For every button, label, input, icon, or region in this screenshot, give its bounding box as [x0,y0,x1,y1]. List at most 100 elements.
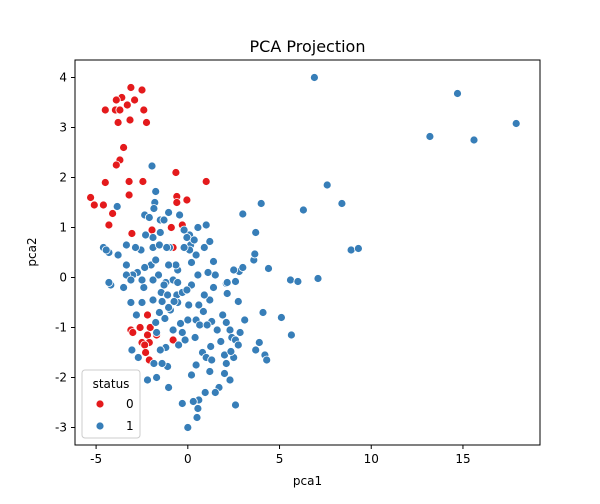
legend-label-0: 0 [126,397,134,411]
point-status-0 [135,323,145,332]
point-status-1 [162,243,172,252]
point-status-0 [172,198,182,207]
point-status-1 [177,328,187,337]
legend-marker-1 [95,421,105,431]
y-tick-label: -2 [55,371,67,385]
point-status-1 [218,310,228,320]
point-status-1 [201,220,211,230]
point-status-1 [157,359,167,368]
point-status-1 [151,318,161,327]
point-status-0 [143,330,152,340]
point-status-1 [209,257,218,266]
point-status-1 [144,213,154,222]
point-status-0 [140,340,150,350]
point-status-1 [254,338,264,347]
point-status-1 [191,360,201,370]
point-status-1 [262,355,272,365]
point-status-1 [187,370,196,380]
point-status-0 [166,223,176,232]
point-status-1 [199,243,209,252]
point-status-1 [175,210,185,220]
point-status-1 [264,264,273,273]
x-tick-label: 0 [184,452,192,466]
axes-frame [74,59,541,446]
point-status-1 [182,233,192,242]
point-status-1 [183,315,193,325]
point-status-1 [222,289,232,298]
y-tick-label: -1 [55,321,67,335]
point-status-1 [286,330,296,340]
legend-title: status [93,377,130,391]
point-status-0 [113,118,123,127]
point-status-1 [179,225,189,235]
point-status-1 [122,260,131,270]
point-status-1 [152,328,162,337]
point-status-0 [111,95,121,105]
point-status-1 [206,342,216,351]
point-status-1 [148,275,158,285]
point-status-1 [127,345,137,355]
point-status-1 [168,325,178,335]
point-status-1 [141,230,151,240]
point-status-1 [188,397,198,406]
point-status-1 [192,413,202,422]
point-status-1 [122,240,131,250]
point-status-0 [124,177,134,186]
points-layer [86,73,521,432]
point-status-1 [139,283,149,292]
point-status-0 [137,85,147,95]
point-status-1 [250,249,260,259]
point-status-0 [145,323,155,332]
point-status-1 [189,235,199,245]
point-status-0 [100,105,110,115]
point-status-1 [180,335,190,345]
point-status-1 [155,228,165,237]
point-status-1 [151,255,161,265]
point-status-0 [130,95,140,105]
point-status-1 [154,240,164,250]
point-status-1 [113,250,123,260]
point-status-1 [276,313,286,322]
point-status-1 [210,270,220,280]
point-status-0 [119,143,128,152]
point-status-1 [133,353,143,362]
point-status-1 [119,283,128,292]
point-status-1 [353,244,363,253]
point-status-1 [154,270,163,280]
point-status-1 [199,290,209,300]
point-status-1 [258,308,268,317]
point-status-0 [86,193,95,202]
point-status-0 [143,310,152,320]
point-status-1 [313,274,323,283]
point-status-1 [148,233,158,242]
point-status-1 [143,375,152,385]
point-status-1 [193,404,203,413]
point-status-1 [200,388,210,397]
point-status-0 [125,115,135,125]
point-status-1 [229,265,239,275]
point-status-1 [222,278,232,287]
point-status-0 [201,177,211,186]
point-status-1 [149,359,159,368]
point-status-1 [207,355,217,365]
point-status-1 [238,263,248,272]
point-status-1 [126,275,136,285]
point-status-1 [159,215,169,225]
point-status-1 [137,275,147,285]
point-status-1 [205,295,215,305]
point-status-1 [187,258,196,267]
y-tick-label: 2 [59,171,67,185]
point-status-1 [511,119,521,128]
point-status-1 [198,307,208,316]
y-axis-label: pca2 [25,237,39,266]
point-status-0 [100,178,110,187]
point-status-1 [173,278,183,287]
point-status-1 [210,388,220,397]
point-status-0 [141,348,151,357]
point-status-0 [111,160,121,170]
point-status-1 [169,297,179,306]
point-status-1 [149,204,159,213]
point-status-1 [469,135,479,145]
